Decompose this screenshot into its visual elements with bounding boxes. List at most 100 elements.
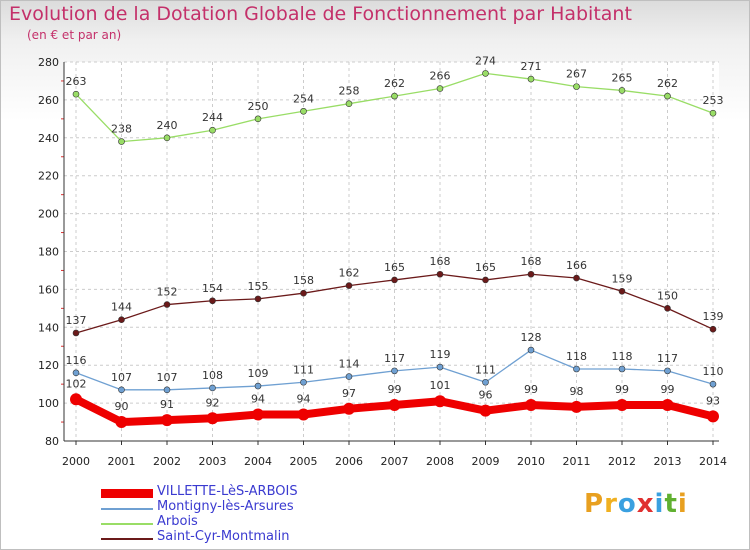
data-label: 267 [566,68,587,81]
proxiti-logo: Proxiti [584,489,688,519]
x-tick-label: 2011 [563,455,591,468]
data-point [345,373,353,380]
y-tick-label: 200 [38,208,59,221]
data-point [525,398,537,411]
data-point [527,75,535,83]
y-tick-label: 240 [38,132,59,145]
logo-letter: i [654,489,665,519]
data-point [664,92,671,100]
x-tick-label: 2004 [244,455,272,468]
data-label: 254 [293,92,314,105]
data-label: 117 [384,352,405,365]
data-point [118,386,125,394]
data-point [254,382,262,390]
data-point [391,367,398,375]
data-label: 102 [66,377,87,390]
y-tick-label: 100 [38,397,59,410]
data-point [482,70,489,77]
logo-letter: t [664,489,678,519]
data-point [664,367,671,375]
data-point [297,408,310,421]
data-point [527,346,535,354]
data-point [709,325,717,333]
data-label: 159 [612,272,633,285]
data-point [300,107,307,115]
logo-letter: x [636,489,655,519]
x-tick-label: 2012 [608,455,636,468]
data-point [436,85,444,92]
data-point [434,395,446,408]
data-label: 99 [388,383,402,396]
data-label: 165 [475,261,496,274]
data-label: 94 [297,392,311,405]
data-label: 150 [657,289,678,302]
data-point [209,297,216,305]
data-label: 263 [66,75,87,88]
x-tick-label: 2010 [517,455,545,468]
data-label: 98 [570,385,584,398]
data-point [163,134,171,142]
x-tick-label: 2000 [62,455,90,468]
data-point [254,115,262,123]
data-point [573,83,580,90]
data-label: 118 [566,350,587,363]
data-label: 152 [157,286,178,299]
legend-label: Saint-Cyr-Montmalin [157,529,290,544]
data-label: 99 [524,383,538,396]
data-point [163,386,171,394]
data-label: 101 [430,379,451,392]
data-point [118,138,125,145]
data-point [343,402,355,415]
data-point [618,287,626,295]
y-tick-label: 180 [38,246,59,259]
data-label: 116 [66,354,87,367]
data-label: 107 [111,371,132,384]
x-tick-label: 2002 [153,455,181,468]
logo-letter: P [584,489,605,519]
data-label: 108 [202,369,223,382]
logo-letter: r [604,489,618,519]
data-point [300,289,307,297]
data-point [161,414,173,427]
data-point [479,404,492,417]
data-label: 166 [566,259,587,272]
x-tick-label: 2005 [290,455,318,468]
y-tick-label: 80 [45,435,59,448]
data-point [391,92,398,100]
legend-label: Arbois [157,514,198,529]
y-tick-label: 120 [38,359,59,372]
data-point [209,126,216,134]
legend-swatch [101,538,153,540]
data-label: 258 [339,85,360,98]
data-point [573,365,580,373]
data-label: 109 [248,367,269,380]
data-label: 111 [293,363,314,376]
chart-title: Evolution de la Dotation Globale de Fonc… [9,3,632,25]
data-label: 118 [612,350,633,363]
data-label: 114 [339,358,360,371]
data-label: 117 [657,352,678,365]
data-point [209,384,216,392]
data-label: 128 [521,331,542,344]
data-label: 250 [248,100,269,113]
data-label: 266 [430,70,451,83]
data-label: 107 [157,371,178,384]
data-point [661,398,674,411]
data-point [72,90,80,98]
legend-swatch [101,489,153,498]
data-point [72,369,80,377]
data-point [436,270,444,278]
data-point [391,276,398,284]
y-tick-label: 280 [38,56,59,69]
x-tick-label: 2006 [335,455,363,468]
data-label: 99 [615,383,629,396]
data-point [527,270,535,278]
data-label: 244 [202,111,223,124]
data-label: 96 [479,389,493,402]
logo-letter: o [617,489,637,519]
data-label: 92 [206,396,220,409]
data-label: 99 [661,383,675,396]
data-point [709,109,717,117]
